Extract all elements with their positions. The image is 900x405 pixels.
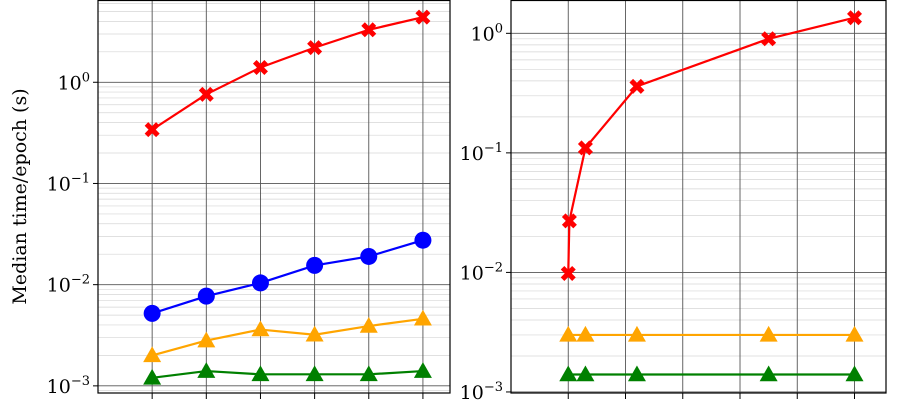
data-point [305, 365, 324, 382]
data-point [413, 362, 432, 378]
data-point [761, 31, 777, 47]
y-tick-label: 10−2 [460, 260, 503, 284]
data-point [359, 365, 378, 382]
data-point [144, 122, 160, 138]
data-point [577, 140, 593, 156]
gridlines [98, 0, 450, 393]
right-plot: 100 10−1 10−2 10−3 [460, 0, 887, 404]
series-1 [143, 231, 432, 322]
data-point [143, 304, 161, 322]
data-point [576, 365, 595, 382]
data-point [307, 40, 323, 56]
data-point [847, 10, 863, 26]
series-0 [560, 10, 863, 281]
data-point [143, 368, 162, 385]
data-point [759, 325, 778, 342]
y-tick-label: 10−3 [47, 374, 90, 398]
y-tick-label: 10−1 [460, 141, 503, 165]
data-point [559, 365, 578, 382]
data-point [197, 331, 216, 348]
data-point [306, 256, 324, 274]
data-point [361, 22, 377, 38]
data-point [627, 365, 646, 382]
series-line [151, 16, 424, 131]
data-point [359, 317, 378, 333]
data-point [560, 265, 576, 281]
data-point [627, 325, 646, 342]
series-3 [143, 362, 432, 385]
series-0 [144, 9, 431, 138]
series-2 [143, 309, 432, 363]
y-tick-label: 10−1 [47, 171, 90, 195]
data-point [251, 320, 270, 337]
series-2 [559, 365, 864, 382]
data-point [413, 309, 432, 326]
left-plot: 100 10−1 10−2 10−3 Median time/epoch (s) [9, 0, 451, 399]
y-tick-label: 10−3 [460, 380, 503, 400]
y-axis-label: Median time/epoch (s) [9, 88, 31, 304]
series-line [152, 369, 423, 379]
data-point [143, 346, 162, 363]
gridlines [511, 0, 886, 393]
data-point [845, 325, 864, 342]
data-point [251, 365, 270, 382]
y-tick-label: 100 [58, 70, 90, 94]
series-line [151, 239, 424, 315]
data-point [197, 287, 215, 305]
data-point [561, 213, 577, 229]
data-point [629, 78, 645, 94]
plot-frame [510, 0, 887, 394]
data-point [251, 274, 269, 292]
data-point [414, 231, 432, 249]
data-point [759, 365, 778, 382]
data-point [845, 365, 864, 382]
data-point [360, 247, 378, 265]
data-point [198, 86, 214, 102]
data-point [559, 325, 578, 342]
series-line [151, 317, 424, 357]
data-point [305, 325, 324, 342]
data-point [576, 325, 595, 342]
data-point [252, 59, 268, 75]
series-line [567, 16, 855, 274]
data-point [415, 9, 431, 25]
series-1 [559, 325, 864, 342]
data-point [197, 362, 216, 378]
y-tick-label: 100 [471, 21, 503, 45]
y-tick-label: 10−2 [47, 273, 90, 297]
plot-frame [97, 0, 451, 394]
